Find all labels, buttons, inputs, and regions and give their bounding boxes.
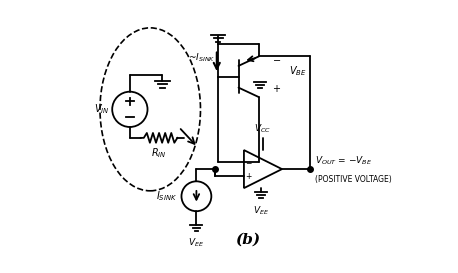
Text: (b): (b)	[235, 233, 261, 247]
Text: (POSITIVE VOLTAGE): (POSITIVE VOLTAGE)	[315, 176, 391, 185]
Text: $-$: $-$	[245, 157, 253, 166]
Text: $R_{IN}$: $R_{IN}$	[151, 146, 167, 160]
Text: $V_{EE}$: $V_{EE}$	[188, 237, 204, 250]
Text: $V_{OUT}$ = $-V_{BE}$: $V_{OUT}$ = $-V_{BE}$	[315, 155, 372, 167]
Text: $V_{IN}$: $V_{IN}$	[94, 102, 109, 116]
Text: $I_{SINK}$: $I_{SINK}$	[156, 189, 177, 203]
Text: ~$I_{SINK}$: ~$I_{SINK}$	[188, 52, 216, 64]
Text: $+$: $+$	[245, 171, 253, 181]
Text: $V_{EE}$: $V_{EE}$	[253, 205, 269, 218]
Text: $+$: $+$	[272, 84, 281, 94]
Text: $V_{CC}$: $V_{CC}$	[255, 123, 272, 135]
Text: $V_{BE}$: $V_{BE}$	[289, 64, 307, 78]
Text: $-$: $-$	[272, 54, 281, 64]
